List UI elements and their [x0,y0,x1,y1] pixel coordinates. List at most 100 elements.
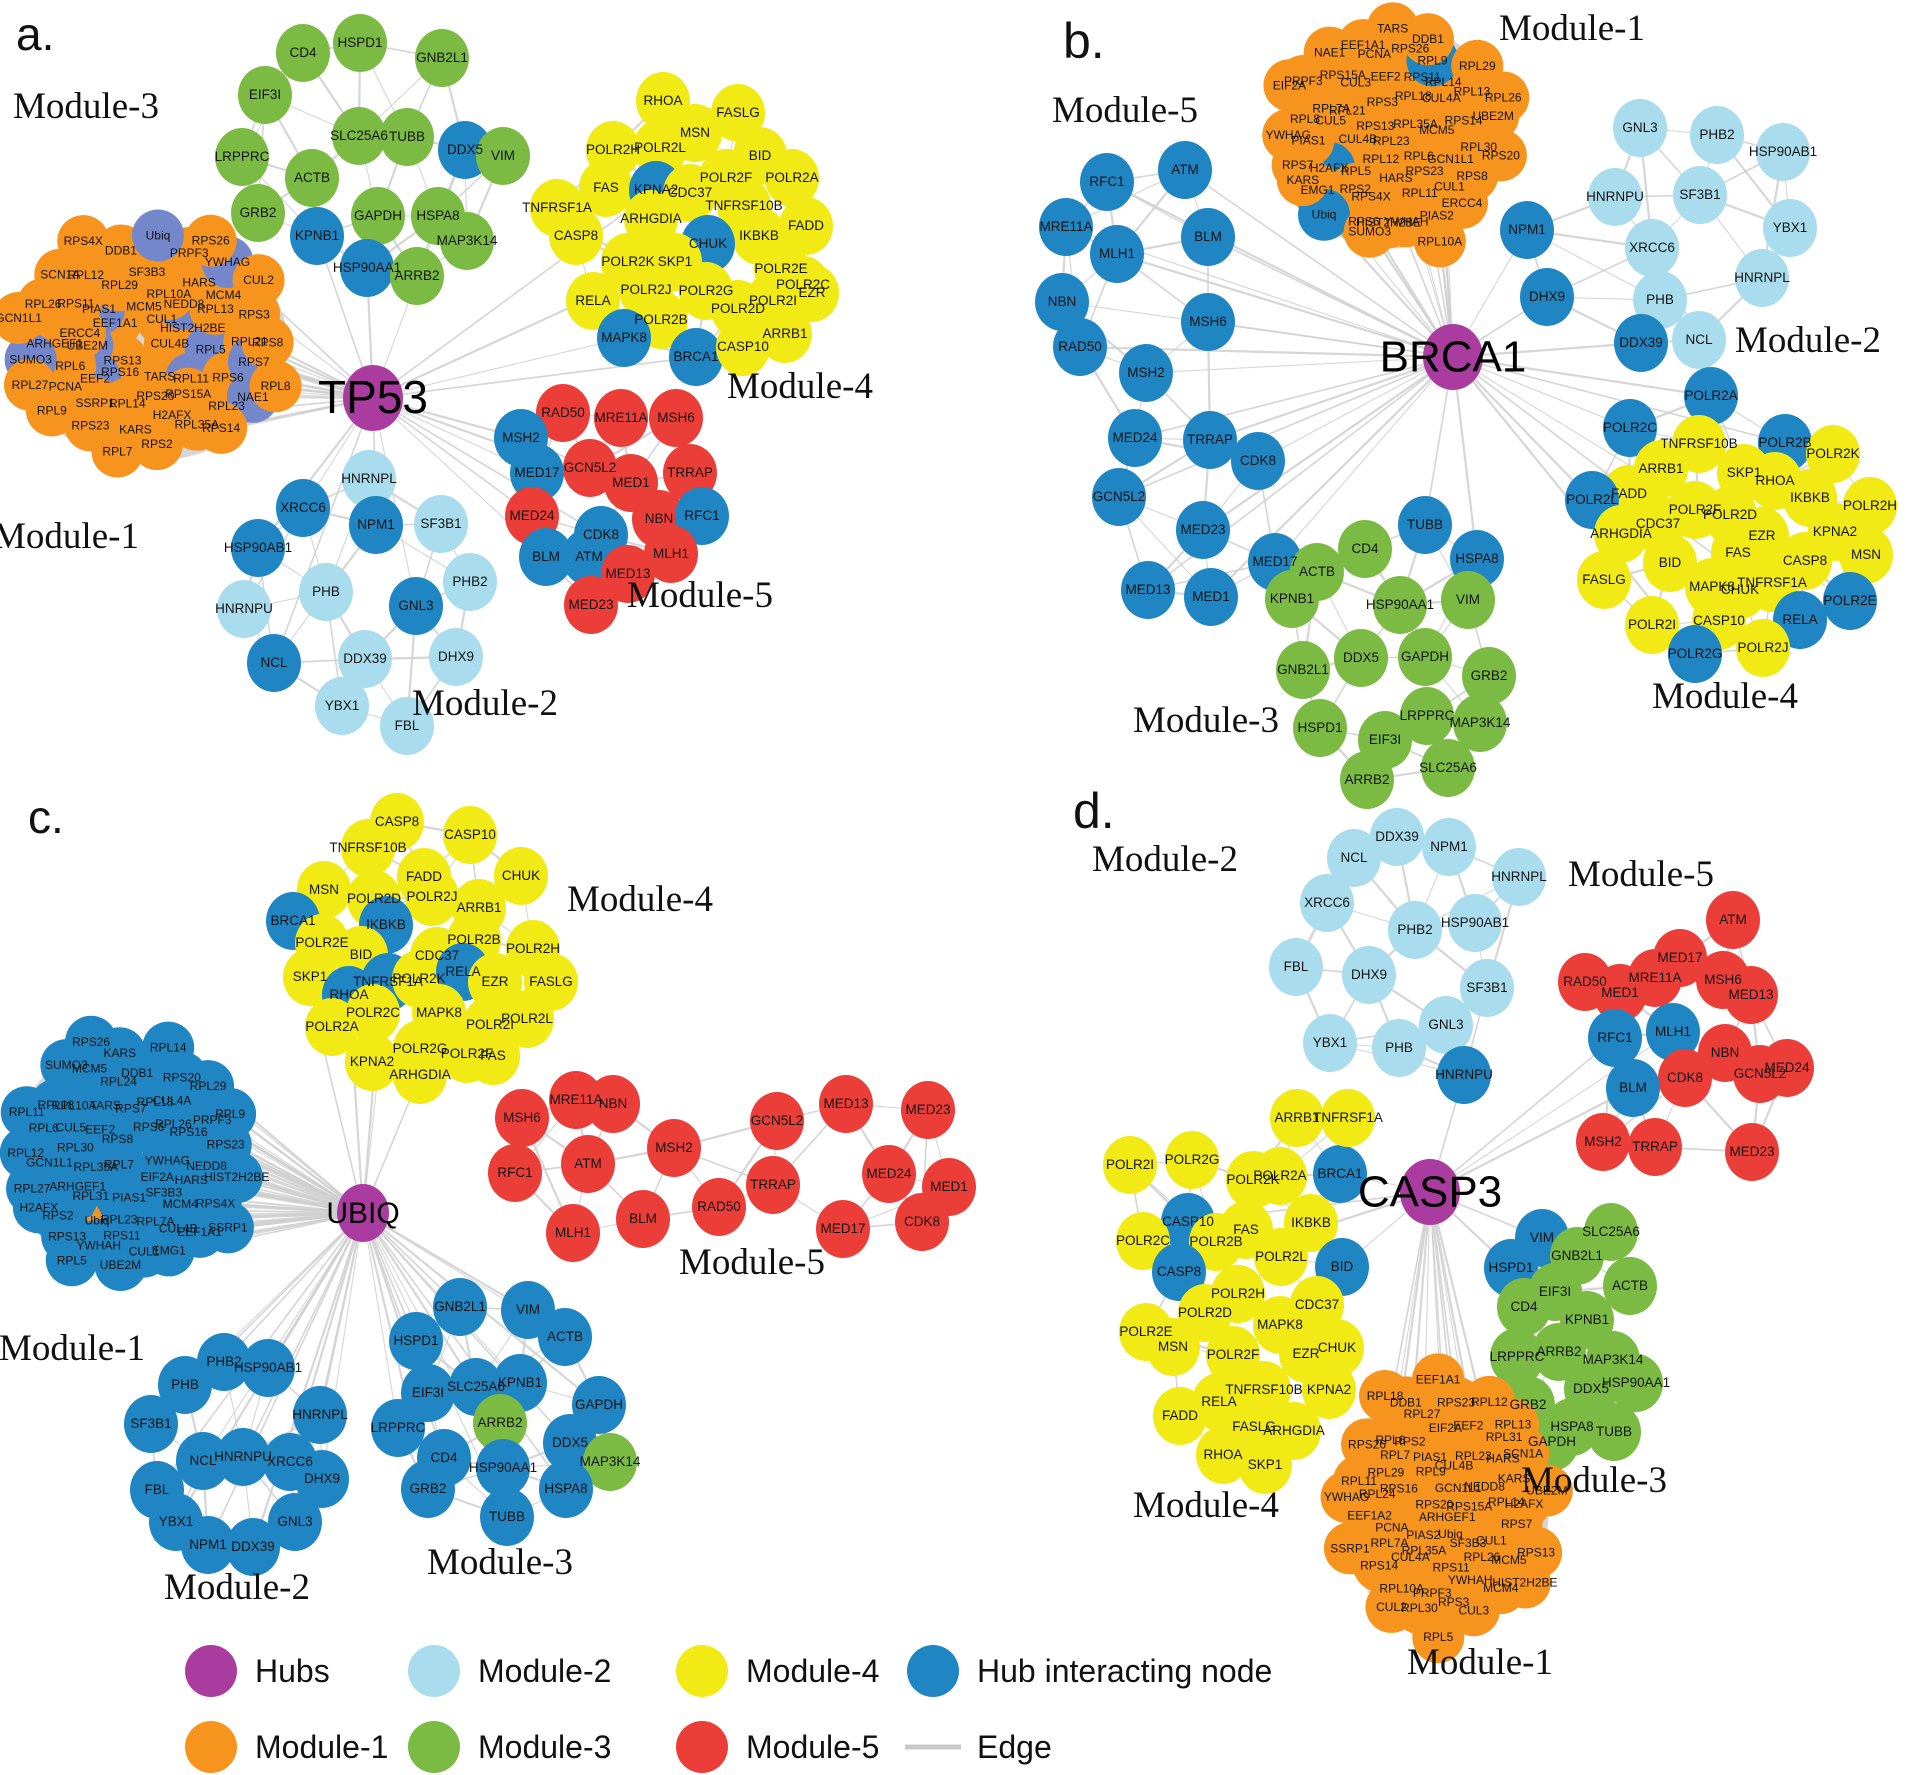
gene-node [1498,1556,1551,1609]
gene-label: NCL [260,655,287,670]
gene-label: RPL8 [261,379,291,393]
gene-label: FADD [1162,1408,1198,1423]
legend-item-module-3: Module-3 [408,1721,611,1773]
gene-label: ARHGDIA [1590,526,1652,541]
gene-label: POLR2A [765,170,818,185]
gene-label: DDX39 [343,651,387,666]
edge [1429,1037,1616,1193]
gene-label: RHOA [1755,473,1794,488]
gene-label: RPL10A [1379,1582,1424,1596]
gene-node [1176,501,1230,559]
gene-label: SKP1 [293,969,328,984]
gene-label: UBE2M [1473,109,1514,123]
module-title: Module-4 [727,366,873,407]
gene-label: PRPF3 [1284,74,1323,88]
gene-label: RPS23 [1437,1396,1475,1410]
gene-label: GCN5L2 [751,1113,804,1128]
gene-label: CASP8 [1783,553,1827,568]
gene-label: RPS11 [57,297,94,311]
gene-label: SUMO3 [9,353,52,367]
gene-label: MED17 [1657,950,1702,965]
gene-label: ARRB2 [394,268,439,283]
gene-label: MSN [1158,1339,1188,1354]
edge [1452,356,1593,501]
gene-node [566,272,620,330]
titles-and-legend: Module-3 Module-4 Module-1 Module-2 Module-5… [0,8,1881,1773]
gene-label: SKP1 [1248,1457,1283,1472]
gene-label: MED1 [930,1179,968,1194]
gene-label: EMG1 [152,1243,186,1257]
gene-node [333,14,387,72]
gene-node [340,239,394,297]
gene-label: RPL5 [1423,1630,1453,1644]
gene-label: RPS4X [196,1196,235,1210]
gene-node [1116,1212,1170,1270]
gene-label: TNFRSF1A [522,200,592,215]
gene-label: GCN1L1 [26,1155,73,1169]
legend-swatch [185,1721,237,1773]
gene-label: DDX5 [1573,1381,1609,1396]
gene-label: CDC37 [415,948,459,963]
edge [1145,356,1454,374]
legend-label: Module-5 [746,1729,879,1765]
gene-label: LRPPRC [1400,708,1455,723]
gene-label: RPL35A [74,1160,119,1174]
gene-node [1593,964,1647,1022]
module-title: Module-4 [1652,676,1798,717]
gene-label: POLR2E [295,935,348,950]
gene-node [895,1193,949,1251]
legend-label: Module-2 [478,1653,611,1689]
gene-label: RPL5 [196,343,226,357]
gene-label: DDB1 [121,1066,153,1080]
gene-label: BLM [532,549,560,564]
edge [362,1212,567,1490]
gene-label: ARRB1 [456,900,501,915]
gene-label: RPS11 [1433,1561,1470,1575]
gene-node [1839,526,1893,584]
gene-label: MED24 [1112,430,1158,445]
gene-label: RPS2 [42,1209,74,1223]
gene-label: MRE11A [1039,219,1092,234]
gene-label: MCM4 [163,1197,199,1211]
gene-node [647,1119,701,1177]
gene-label: POLR2K [392,971,445,986]
gene-node [1421,739,1475,797]
gene-label: SF3B3 [1450,1536,1487,1550]
gene-label: RPS14 [1445,113,1483,127]
edge [1207,236,1454,358]
gene-label: GNL3 [1622,120,1657,135]
gene-node [1158,141,1212,199]
gene-label: POLR2K [1226,1172,1279,1187]
gene-node [1672,311,1726,369]
gene-node [217,580,271,638]
gene-label: PRPF3 [193,1113,232,1127]
gene-label: RPS8 [252,335,284,349]
gene-label: MSN [680,125,710,140]
edge [372,397,417,607]
gene-label: BID [1331,1259,1354,1274]
gene-node [346,984,400,1042]
module-title: Module-3 [1521,1460,1667,1501]
gene-label: PCNA [1358,47,1391,61]
gene-label: RPS2 [1340,182,1372,196]
gene-label: POLR2I [1106,1157,1154,1172]
gene-node [57,215,110,268]
module-title: Module-3 [1133,700,1279,741]
gene-label: KARS [103,1046,136,1060]
gene-label: SF3B1 [130,1416,171,1431]
gene-label: RPL29 [1459,59,1496,73]
gene-label: TRRAP [667,465,713,480]
gene-node [1184,568,1238,626]
gene-node [1520,1464,1573,1517]
gene-label: RPS3 [1438,1595,1470,1609]
edge [1452,356,1786,444]
gene-node [1276,641,1330,699]
gene-label: POLR2A [1684,388,1737,403]
gene-node [1053,318,1107,376]
gene-node [12,1181,65,1234]
gene-label: PIAS2 [1406,1528,1440,1542]
gene-label: ACTB [547,1329,583,1344]
gene-label: FAS [480,1048,506,1063]
gene-label: RPL7 [104,1157,134,1171]
